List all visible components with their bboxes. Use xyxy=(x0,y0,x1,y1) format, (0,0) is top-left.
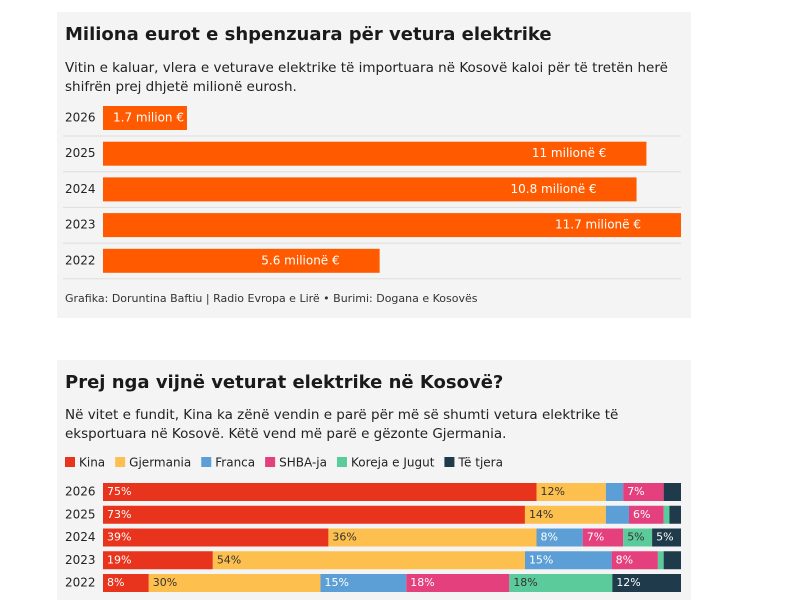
bar-segment xyxy=(524,505,606,524)
bar-segment xyxy=(652,528,681,547)
chart-title: Prej nga vijnë veturat elektrike në Koso… xyxy=(65,372,504,393)
bar-segment xyxy=(148,574,321,592)
legend-label: Koreja e Jugut xyxy=(351,456,435,470)
bar xyxy=(103,141,647,166)
bar xyxy=(103,106,187,130)
data-label: 36% xyxy=(332,531,356,544)
data-label: 7% xyxy=(587,531,604,544)
legend-swatch xyxy=(65,457,75,467)
bar-segment xyxy=(605,483,624,501)
data-label: 10.8 milionë € xyxy=(511,182,597,196)
y-tick-label: 2025 xyxy=(65,146,96,160)
bar-segment xyxy=(611,551,658,570)
data-label: 11.7 milionë € xyxy=(555,218,641,232)
bar-segment xyxy=(103,551,213,570)
data-label: 11 milionë € xyxy=(532,146,607,160)
bar-segment xyxy=(663,551,681,570)
bar-segment xyxy=(623,483,664,501)
data-label: 8% xyxy=(107,576,124,589)
data-label: 14% xyxy=(529,508,553,521)
bar-segment xyxy=(663,505,670,524)
data-label: 75% xyxy=(107,485,131,498)
bar-segment xyxy=(320,574,407,592)
legend-swatch xyxy=(336,457,347,467)
legend-label: Franca xyxy=(215,456,255,470)
bar-segment xyxy=(623,528,653,547)
bar-segment xyxy=(328,528,537,547)
data-label: 15% xyxy=(324,576,348,589)
data-label: 54% xyxy=(217,553,241,566)
legend-swatch xyxy=(265,457,276,467)
bar-segment xyxy=(212,551,525,570)
data-label: 8% xyxy=(541,531,558,544)
data-label: 5% xyxy=(656,531,673,544)
bar-segment xyxy=(536,528,583,547)
bar-segment xyxy=(669,505,681,524)
legend-swatch xyxy=(444,457,455,467)
bar-segment xyxy=(103,505,525,524)
y-tick-label: 2026 xyxy=(65,485,96,499)
data-label: 73% xyxy=(107,508,131,521)
bar-segment xyxy=(657,551,664,570)
data-label: 12% xyxy=(541,485,565,498)
data-label: 12% xyxy=(616,576,640,589)
data-label: 5.6 milionë € xyxy=(261,253,339,267)
data-label: 19% xyxy=(107,553,131,566)
data-label: 7% xyxy=(627,485,644,498)
data-label: 15% xyxy=(529,553,553,566)
bar xyxy=(103,248,380,273)
bar-segment xyxy=(612,574,681,592)
chart-subtitle: Në vitet e fundit, Kina ka zënë vendin e… xyxy=(65,407,619,442)
chart-title: Miliona eurot e shpenzuara për vetura el… xyxy=(65,24,552,45)
y-tick-label: 2024 xyxy=(65,530,96,544)
bar-segment xyxy=(103,528,329,547)
y-tick-label: 2026 xyxy=(65,111,96,125)
bar-segment xyxy=(663,483,681,501)
y-tick-label: 2022 xyxy=(65,576,96,590)
legend-label: Kina xyxy=(79,456,105,470)
chart-source: Grafika: Doruntina Baftiu | Radio Evropa… xyxy=(65,292,478,305)
legend-label: Gjermania xyxy=(129,456,191,470)
bar-segment xyxy=(628,505,664,524)
y-tick-label: 2023 xyxy=(65,218,96,232)
bar-segment xyxy=(103,483,537,501)
data-label: 5% xyxy=(627,531,644,544)
bar-segment xyxy=(582,528,624,547)
bar-segment xyxy=(509,574,613,592)
bar xyxy=(103,177,637,202)
legend-swatch xyxy=(115,457,126,467)
y-tick-label: 2024 xyxy=(65,182,96,196)
bar-segment xyxy=(103,574,149,592)
y-tick-label: 2022 xyxy=(65,253,96,267)
data-label: 6% xyxy=(633,508,650,521)
bar-segment xyxy=(536,483,606,501)
data-label: 18% xyxy=(410,576,434,589)
data-label: 18% xyxy=(513,576,537,589)
y-tick-label: 2025 xyxy=(65,507,96,521)
data-label: 1.7 milion € xyxy=(113,111,184,125)
chart-subtitle: Vitin e kaluar, vlera e veturave elektri… xyxy=(65,60,668,95)
y-tick-label: 2023 xyxy=(65,553,96,567)
legend-label: Të tjera xyxy=(457,456,503,470)
bar-segment xyxy=(524,551,612,570)
bar-segment xyxy=(406,574,510,592)
legend-label: SHBA-ja xyxy=(279,456,327,470)
data-label: 30% xyxy=(153,576,177,589)
bar xyxy=(103,213,681,238)
legend-swatch xyxy=(201,457,212,467)
bar-segment xyxy=(605,505,629,524)
data-label: 8% xyxy=(616,553,633,566)
data-label: 39% xyxy=(107,531,131,544)
